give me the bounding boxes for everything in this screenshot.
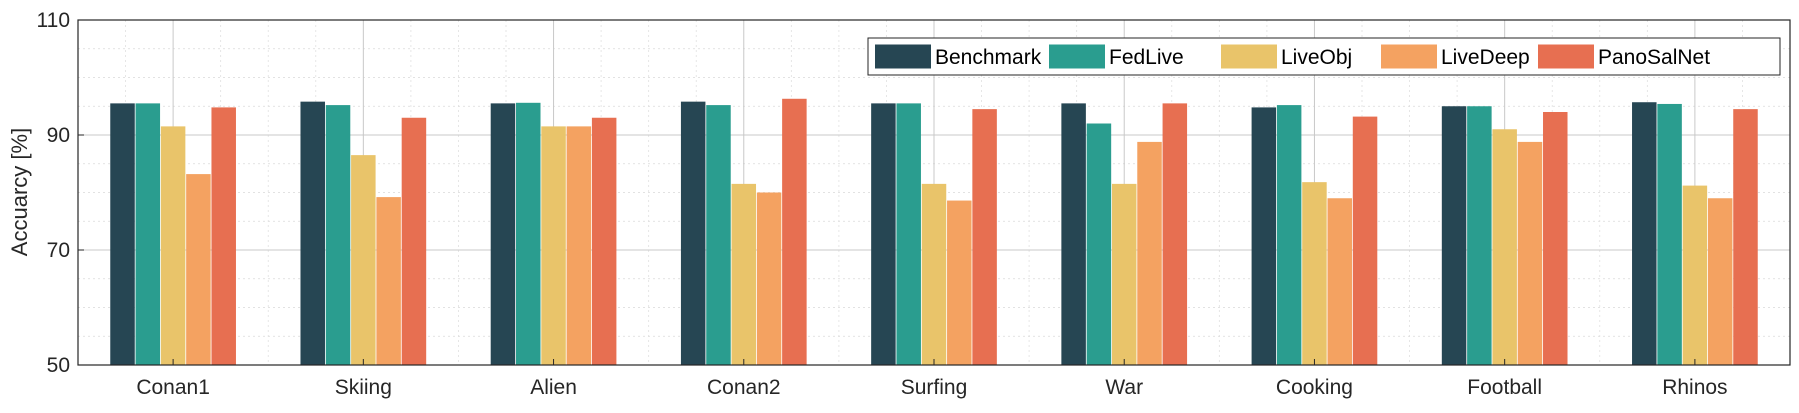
y-tick-label: 50 xyxy=(47,354,70,377)
bar-livedeep-conan2 xyxy=(756,192,782,365)
bar-panosalnet-alien xyxy=(591,117,617,365)
x-tick-label: Surfing xyxy=(901,376,968,399)
bar-livedeep-surfing xyxy=(947,200,972,365)
y-tick-label: 70 xyxy=(47,239,70,262)
bar-panosalnet-surfing xyxy=(972,109,997,365)
bar-panosalnet-conan1 xyxy=(211,107,236,366)
x-tick-label: Skiing xyxy=(335,376,392,399)
bar-panosalnet-cooking xyxy=(1352,116,1378,365)
bar-fedlive-conan2 xyxy=(706,105,731,365)
bar-benchmark-football xyxy=(1441,106,1467,365)
bar-fedlive-conan1 xyxy=(135,103,161,365)
bar-liveobj-conan1 xyxy=(160,126,186,365)
legend-label-benchmark: Benchmark xyxy=(935,46,1042,69)
bar-panosalnet-conan2 xyxy=(782,98,807,366)
bar-benchmark-war xyxy=(1061,103,1086,365)
x-tick-label: Football xyxy=(1467,376,1542,399)
bar-livedeep-skiing xyxy=(376,197,401,365)
legend-label-panosalnet: PanoSalNet xyxy=(1598,46,1710,69)
bar-liveobj-alien xyxy=(541,126,566,365)
bar-panosalnet-rhinos xyxy=(1733,109,1758,365)
bar-benchmark-conan2 xyxy=(680,101,706,366)
bar-fedlive-rhinos xyxy=(1657,103,1682,365)
bar-liveobj-war xyxy=(1111,183,1137,365)
y-axis-title: Accuarcy [%] xyxy=(7,128,32,256)
bar-panosalnet-skiing xyxy=(401,117,427,365)
legend-box xyxy=(867,37,1781,76)
bar-livedeep-conan1 xyxy=(186,174,211,365)
bar-fedlive-cooking xyxy=(1276,105,1302,365)
bar-liveobj-football xyxy=(1492,129,1517,365)
bar-benchmark-cooking xyxy=(1251,107,1277,366)
bar-liveobj-conan2 xyxy=(731,183,757,365)
bar-panosalnet-war xyxy=(1162,103,1188,365)
legend-label-liveobj: LiveObj xyxy=(1281,46,1352,69)
legend-label-livedeep: LiveDeep xyxy=(1441,46,1530,69)
bar-liveobj-surfing xyxy=(921,183,947,365)
bar-livedeep-war xyxy=(1137,141,1162,365)
bar-livedeep-football xyxy=(1517,141,1543,365)
legend-label-fedlive: FedLive xyxy=(1109,46,1184,69)
bar-livedeep-rhinos xyxy=(1707,198,1733,365)
legend-swatch-livedeep xyxy=(1381,44,1437,69)
bar-liveobj-skiing xyxy=(351,155,376,365)
legend-swatch-liveobj xyxy=(1221,44,1277,69)
x-tick-label: Conan1 xyxy=(136,376,210,399)
bar-liveobj-cooking xyxy=(1302,182,1327,365)
x-tick-label: Rhinos xyxy=(1662,376,1727,399)
legend-swatch-fedlive xyxy=(1049,44,1105,69)
bar-fedlive-war xyxy=(1086,123,1112,365)
bar-fedlive-alien xyxy=(516,102,541,366)
bar-benchmark-surfing xyxy=(871,103,896,365)
bar-livedeep-cooking xyxy=(1327,198,1352,365)
legend-swatch-benchmark xyxy=(875,44,931,69)
x-tick-label: Alien xyxy=(530,376,577,399)
bar-fedlive-skiing xyxy=(325,105,351,365)
bar-fedlive-surfing xyxy=(896,103,921,365)
bars xyxy=(110,98,1758,366)
y-tick-label: 90 xyxy=(47,124,70,147)
legend: Benchmark FedLive LiveObj LiveDeep PanoSalNe… xyxy=(867,37,1781,76)
x-tick-label: Cooking xyxy=(1276,376,1353,399)
bar-livedeep-alien xyxy=(566,126,592,365)
bar-benchmark-conan1 xyxy=(110,103,135,365)
bar-benchmark-alien xyxy=(490,103,516,365)
bar-panosalnet-football xyxy=(1543,112,1568,365)
bar-fedlive-football xyxy=(1467,106,1492,365)
y-tick-label: 110 xyxy=(37,9,70,32)
tick-labels: 50 70 90 110 Conan1 Skiing Alien Conan2 Surfing W… xyxy=(37,9,1728,399)
x-tick-label: War xyxy=(1105,376,1143,399)
x-tick-label: Conan2 xyxy=(707,376,781,399)
bar-liveobj-rhinos xyxy=(1682,185,1708,365)
legend-swatch-panosalnet xyxy=(1538,44,1594,69)
bar-benchmark-skiing xyxy=(300,101,325,366)
bar-benchmark-rhinos xyxy=(1632,102,1657,365)
plot-frame xyxy=(77,19,1791,366)
